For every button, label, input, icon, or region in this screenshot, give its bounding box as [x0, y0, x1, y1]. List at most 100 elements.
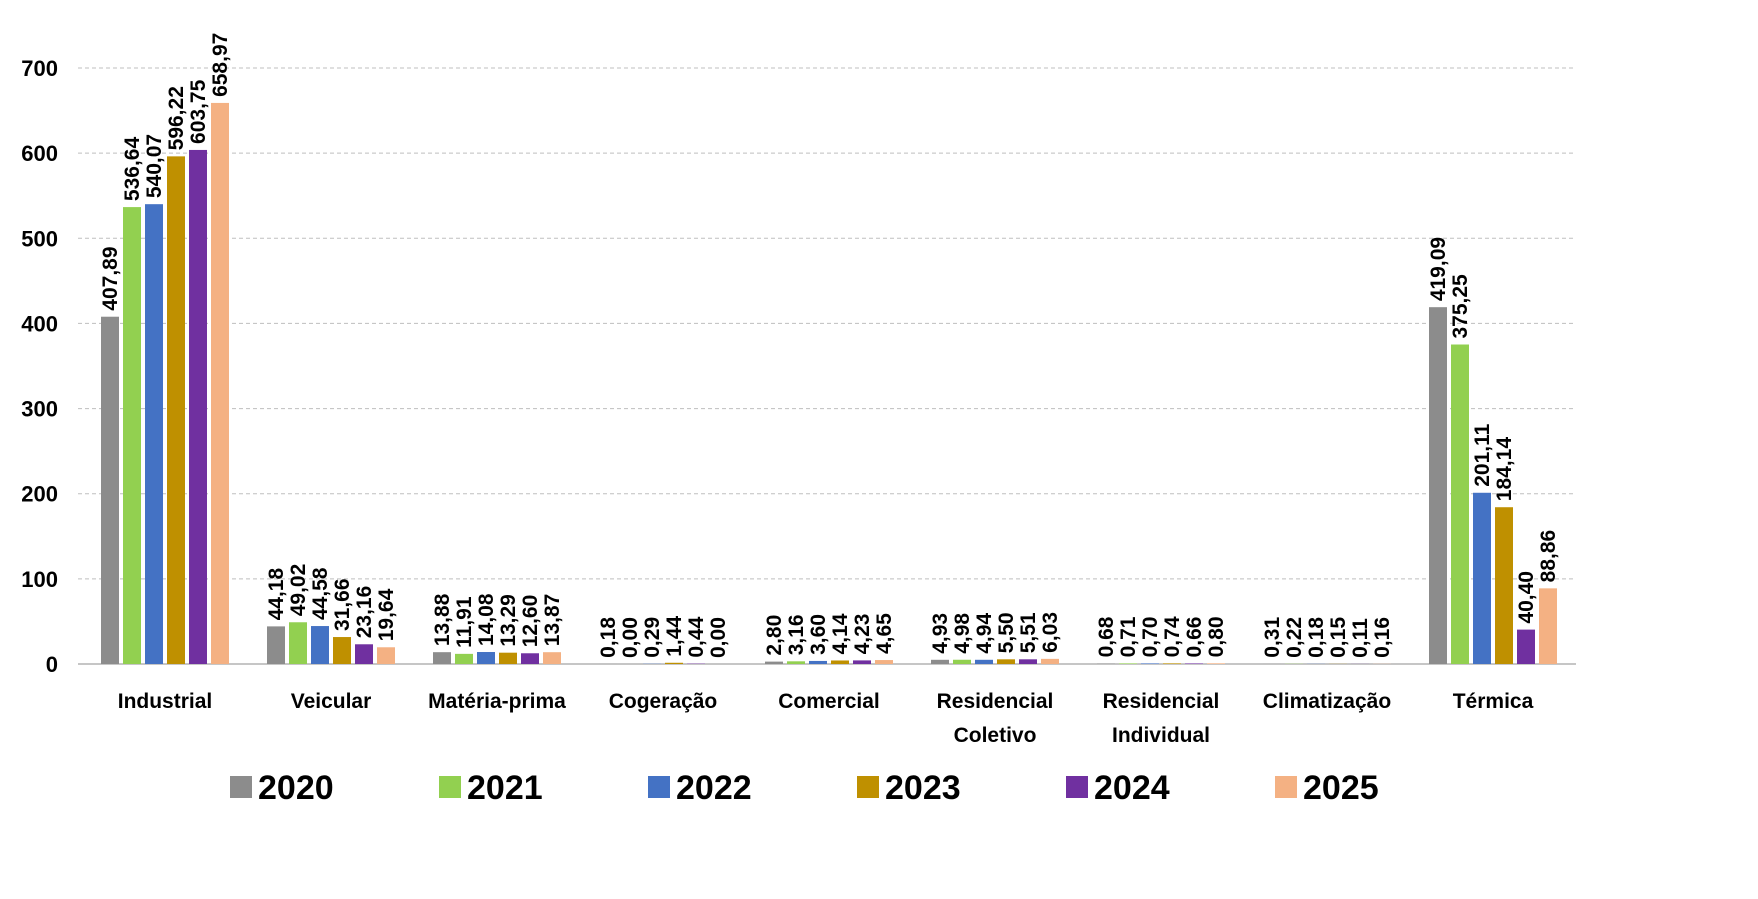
- x-tick-label: Industrial: [118, 690, 213, 713]
- value-label: 407,89: [99, 246, 122, 310]
- value-label: 0,00: [707, 617, 730, 658]
- value-label: 6,03: [1039, 612, 1062, 653]
- legend-swatch: [230, 776, 252, 798]
- value-label: 603,75: [187, 79, 210, 144]
- value-label: 3,60: [807, 614, 830, 655]
- bar: [521, 653, 539, 664]
- bar: [665, 662, 683, 664]
- value-label: 0,44: [685, 616, 708, 657]
- bar: [809, 660, 827, 664]
- value-label: 596,22: [165, 86, 188, 150]
- bar: [289, 622, 307, 664]
- value-label: 3,16: [785, 614, 808, 655]
- legend-label: 2023: [885, 769, 961, 807]
- value-label: 88,86: [1537, 530, 1560, 583]
- bar: [377, 647, 395, 664]
- legend-label: 2024: [1094, 769, 1170, 807]
- bar: [1539, 588, 1557, 664]
- legend-label: 2021: [467, 769, 543, 807]
- y-tick-label: 400: [21, 311, 58, 336]
- legend-label: 2025: [1303, 769, 1379, 807]
- value-label: 536,64: [121, 137, 144, 202]
- bar: [1495, 507, 1513, 664]
- bar: [953, 659, 971, 664]
- bar: [875, 660, 893, 664]
- x-tick-label: Veicular: [291, 690, 372, 713]
- bar: [1429, 307, 1447, 664]
- bar: [189, 149, 207, 664]
- value-label: 0,29: [641, 617, 664, 658]
- value-label: 0,16: [1371, 617, 1394, 658]
- value-label: 31,66: [331, 578, 354, 631]
- value-label: 1,44: [663, 616, 686, 657]
- bar: [167, 156, 185, 664]
- value-label: 0,80: [1205, 616, 1228, 657]
- bar: [765, 661, 783, 664]
- x-tick-label: Residencial Coletivo: [937, 690, 1054, 747]
- bar: [101, 316, 119, 664]
- value-label: 0,66: [1183, 617, 1206, 658]
- value-label: 0,31: [1261, 617, 1284, 658]
- x-tick-label-line: Coletivo: [954, 724, 1037, 747]
- bar: [1119, 663, 1137, 664]
- value-label: 658,97: [209, 33, 232, 97]
- value-label: 2,80: [763, 615, 786, 656]
- legend-label: 2020: [258, 769, 334, 807]
- value-label: 11,91: [453, 596, 476, 648]
- y-tick-label: 600: [21, 141, 58, 166]
- bar: [311, 626, 329, 664]
- bar: [1207, 663, 1225, 664]
- y-tick-label: 100: [21, 567, 58, 592]
- y-tick-label: 300: [21, 397, 58, 422]
- bar: [477, 652, 495, 664]
- value-label: 12,60: [519, 595, 542, 648]
- value-label: 419,09: [1427, 237, 1450, 301]
- bar: [1019, 659, 1037, 664]
- value-label: 14,08: [475, 593, 498, 646]
- bar: [455, 653, 473, 664]
- value-label: 44,58: [309, 567, 332, 620]
- value-label: 0,15: [1327, 617, 1350, 658]
- x-tick-label-line: Individual: [1112, 724, 1210, 747]
- value-label: 13,88: [431, 593, 454, 646]
- x-tick-label: Cogeração: [609, 690, 718, 713]
- value-label: 4,98: [951, 613, 974, 654]
- value-label: 40,40: [1515, 571, 1538, 624]
- y-tick-label: 700: [21, 56, 58, 81]
- value-label: 5,50: [995, 612, 1018, 653]
- legend-swatch: [439, 776, 461, 798]
- bar: [499, 652, 517, 664]
- value-label: 13,87: [541, 594, 564, 647]
- y-tick-label: 0: [46, 652, 58, 677]
- x-tick-label: Comercial: [778, 690, 880, 713]
- bar: [123, 207, 141, 665]
- bar: [1517, 629, 1535, 664]
- value-label: 19,64: [375, 588, 398, 641]
- bar: [543, 652, 561, 664]
- value-label: 184,14: [1493, 437, 1516, 502]
- x-tick-label: Matéria-prima: [428, 690, 566, 713]
- bar: [931, 659, 949, 664]
- value-label: 4,65: [873, 613, 896, 654]
- value-label: 0,22: [1283, 617, 1306, 658]
- value-label: 201,11: [1471, 423, 1494, 486]
- value-label: 4,23: [851, 614, 874, 655]
- x-tick-label: Residencial Individual: [1103, 690, 1220, 747]
- value-label: 0,68: [1095, 616, 1118, 657]
- bar: [433, 652, 451, 664]
- value-label: 0,00: [619, 617, 642, 658]
- value-label: 375,25: [1449, 274, 1472, 339]
- bar: [211, 102, 229, 665]
- value-label: 0,70: [1139, 617, 1162, 658]
- bar: [145, 204, 163, 664]
- bar: [267, 626, 285, 664]
- legend-swatch: [1066, 776, 1088, 798]
- y-tick-label: 500: [21, 226, 58, 251]
- bar: [975, 659, 993, 664]
- x-tick-label: Térmica: [1453, 690, 1534, 713]
- bar: [1141, 663, 1159, 664]
- value-label: 49,02: [287, 564, 310, 617]
- value-label: 0,18: [1305, 617, 1328, 658]
- legend-swatch: [1275, 776, 1297, 798]
- bar: [853, 660, 871, 664]
